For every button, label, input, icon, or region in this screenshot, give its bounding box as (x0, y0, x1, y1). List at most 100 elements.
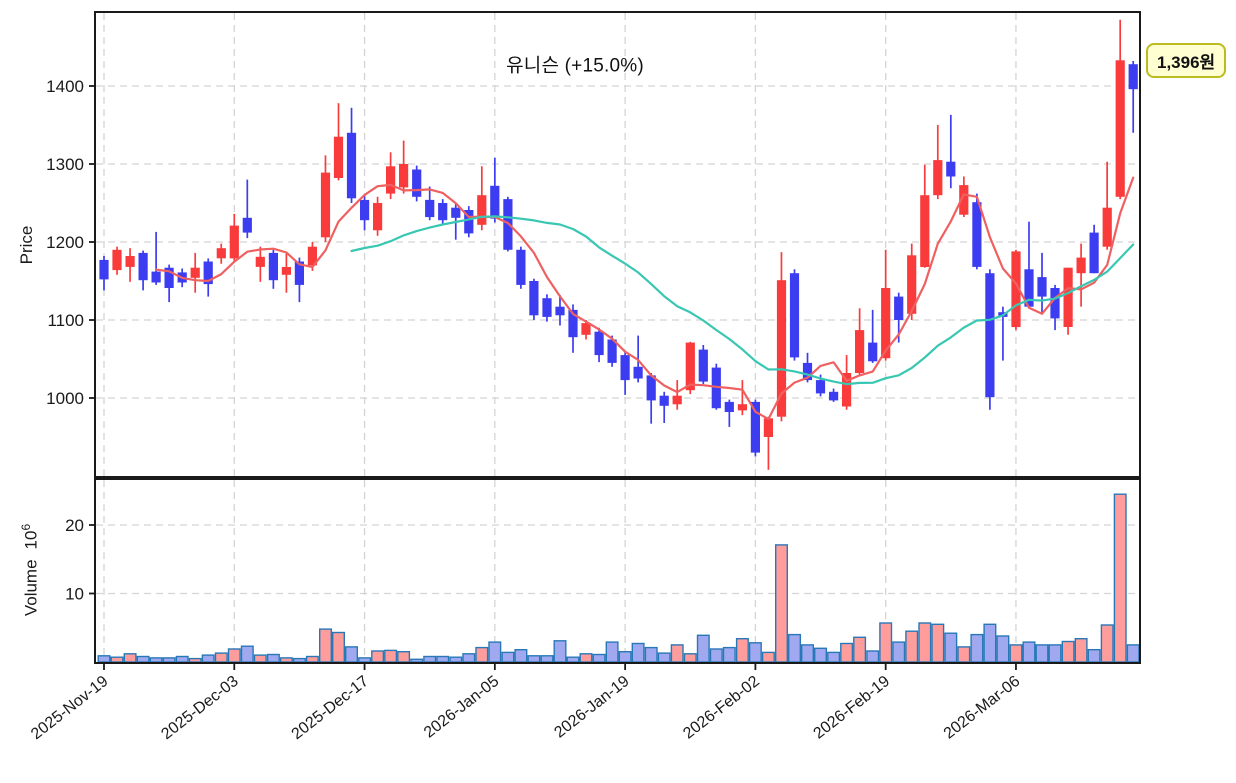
volume-panel-border (94, 478, 1141, 664)
volume-bar (149, 657, 163, 663)
candle-body (881, 288, 891, 359)
candle-body (868, 342, 878, 362)
last-price-badge: 1,396원 (1146, 43, 1227, 78)
volume-bar (931, 623, 945, 663)
volume-bar (748, 642, 762, 663)
volume-bar (501, 651, 515, 663)
candle-body (242, 217, 252, 233)
candle-body (685, 342, 695, 391)
candle-body (972, 202, 982, 267)
candle-body (151, 271, 161, 283)
volume-bar (136, 655, 150, 663)
volume-bar (605, 641, 619, 663)
volume-bar (1061, 640, 1075, 663)
candle-body (829, 391, 839, 401)
candle-body (750, 401, 760, 453)
volume-bar (553, 640, 567, 663)
volume-bar (449, 656, 463, 663)
candle-body (1128, 64, 1138, 90)
volume-bar (188, 657, 202, 663)
volume-bar (345, 646, 359, 663)
candle-body (1050, 288, 1060, 319)
volume-bar (892, 641, 906, 663)
candle-body (1115, 60, 1125, 197)
candle-body (672, 395, 682, 405)
candle-body (542, 298, 552, 317)
volume-bar (436, 655, 450, 663)
date-tick-label: 2026-Jan-05 (421, 673, 502, 742)
candle-body (776, 280, 787, 417)
volume-bar (566, 656, 580, 663)
volume-bar (1009, 644, 1023, 663)
volume-bar (162, 657, 176, 663)
candle-body (451, 207, 461, 218)
volume-bar (319, 628, 333, 663)
volume-bar (827, 651, 841, 663)
volume-bar (292, 657, 306, 663)
candle-body (646, 375, 656, 401)
volume-bar (1087, 649, 1101, 663)
volume-bar (683, 653, 697, 663)
volume-bar (944, 632, 958, 663)
candle-body (386, 166, 396, 194)
volume-bar (1048, 644, 1062, 663)
candle-body (1037, 277, 1047, 297)
volume-bar (279, 657, 293, 663)
volume-bar (775, 544, 789, 663)
candle-body (125, 256, 135, 267)
volume-tick-label: 20 (65, 516, 84, 535)
volume-bar (840, 642, 854, 663)
volume-bar (358, 657, 372, 663)
volume-bar (670, 644, 684, 663)
candle-body (607, 339, 617, 363)
volume-bar (722, 646, 736, 663)
grid-lines (96, 13, 1139, 662)
candle-body (933, 160, 943, 196)
volume-bar (540, 655, 554, 663)
candle-body (737, 404, 747, 411)
candle-body (1024, 269, 1034, 307)
volume-bar (227, 648, 241, 663)
candle-body (855, 330, 865, 373)
volume-bar (514, 649, 528, 663)
candle-body (555, 306, 565, 316)
volume-axis-label-text: Volume (21, 559, 41, 617)
candle-body (568, 309, 578, 338)
volume-axis-label: Volume 106 (19, 524, 42, 616)
volume-bar (175, 655, 189, 663)
volume-bar (905, 630, 919, 663)
volume-axis-scale: 106 (18, 523, 41, 550)
volume-bar (853, 636, 867, 663)
price-tick-label: 1400 (46, 77, 84, 96)
volume-bar (1100, 624, 1114, 663)
volume-bar (866, 650, 880, 663)
date-tick-label: 2025-Dec-17 (289, 673, 372, 743)
volume-bar (644, 646, 658, 663)
volume-bar (305, 655, 319, 663)
volume-bar (201, 654, 215, 663)
candle-body (294, 261, 304, 285)
volume-bar (801, 644, 815, 663)
volume-bar (983, 623, 997, 663)
candle-body (985, 273, 995, 398)
volume-bar (657, 652, 671, 663)
candle-body (659, 395, 669, 406)
candle-body (333, 136, 344, 178)
ma-line-ma20 (350, 215, 1135, 386)
volume-bar (618, 651, 632, 663)
volume-bar (957, 646, 971, 663)
volume-bar (266, 653, 280, 663)
volume-bar (696, 634, 710, 663)
volume-bar (371, 650, 385, 663)
candle-body (894, 296, 904, 320)
volume-bar (1113, 493, 1127, 663)
date-tick-label: 2026-Feb-19 (810, 673, 893, 743)
date-tick-label: 2026-Mar-06 (941, 673, 1024, 743)
candle-body (581, 323, 591, 335)
candle-body (907, 255, 917, 314)
volume-bar (709, 648, 723, 663)
candle-body (724, 401, 734, 412)
volume-bar (123, 653, 137, 663)
